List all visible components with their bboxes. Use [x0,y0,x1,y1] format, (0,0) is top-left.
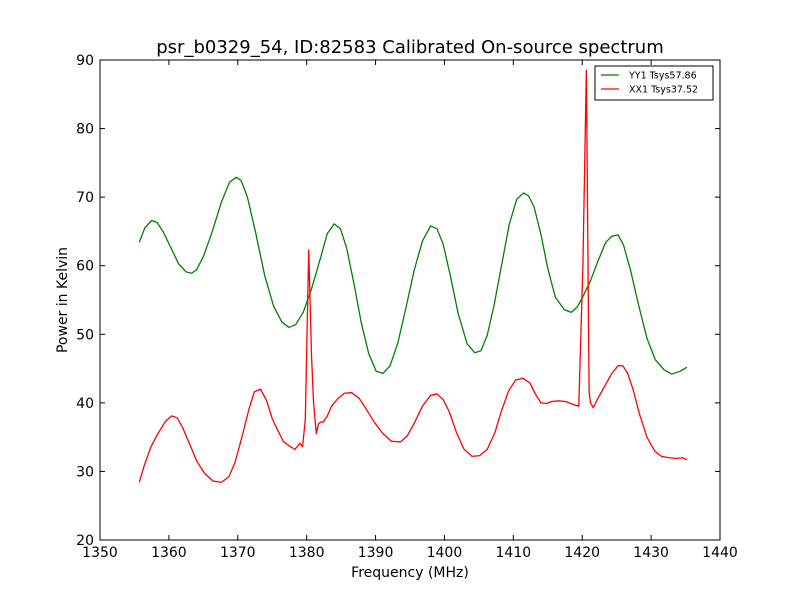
y-tick-label: 70 [76,190,94,206]
x-axis-label: Frequency (MHz) [351,565,469,581]
plot-frame [99,59,721,541]
legend-entry-label: XX1 Tsys37.52 [629,85,698,96]
x-tick-label: 1370 [220,545,256,561]
y-tick-label: 40 [76,396,94,412]
series-layer [138,69,688,484]
x-tick-label: 1400 [427,545,463,561]
x-tick-label: 1440 [702,545,738,561]
x-tick-label: 1390 [358,545,394,561]
x-tick-label: 1350 [82,545,118,561]
legend-entry-label: YY1 Tsys57.86 [628,71,697,82]
y-tick-label: 20 [76,533,94,549]
ticks-layer: 1350 1360 1370 1380 1390 1400 1410 1420 1430 1440… [76,53,738,561]
series-line-1 [138,69,688,484]
y-tick-label: 60 [76,259,94,275]
y-tick-label: 30 [76,464,94,480]
y-tick-label: 80 [76,122,94,138]
x-tick-label: 1420 [564,545,600,561]
y-tick-label: 90 [76,53,94,69]
x-tick-label: 1410 [496,545,532,561]
x-tick-label: 1360 [151,545,187,561]
y-axis-label: Power in Kelvin [55,247,71,353]
legend: YY1 Tsys57.86 XX1 Tsys37.52 [594,65,714,101]
x-tick-label: 1430 [633,545,669,561]
x-tick-label: 1380 [289,545,325,561]
series-line-0 [138,176,688,375]
y-tick-label: 50 [76,327,94,343]
legend-box [594,65,714,101]
chart-title: psr_b0329_54, ID:82583 Calibrated On-sou… [156,37,663,58]
